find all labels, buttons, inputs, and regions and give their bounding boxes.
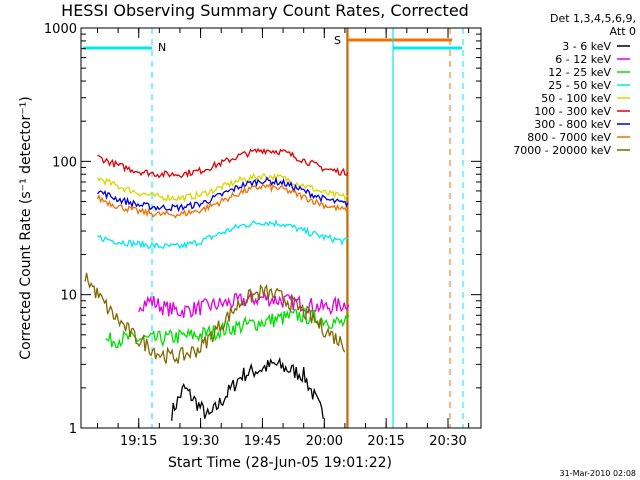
legend-header: Det 1,3,4,5,6,9, bbox=[550, 12, 636, 25]
legend-entry: 25 - 50 keV bbox=[548, 79, 611, 92]
x-tick-label: 19:30 bbox=[182, 434, 219, 449]
flag-label-s: S bbox=[334, 34, 341, 47]
y-axis-label: Corrected Count Rate (s⁻¹ detector⁻¹) bbox=[18, 96, 34, 359]
legend-header: Att 0 bbox=[610, 25, 636, 38]
series-line bbox=[105, 308, 350, 349]
legend-entry: 12 - 25 keV bbox=[548, 66, 611, 79]
series-line bbox=[96, 172, 349, 203]
x-axis: 19:15 19:30 19:45 20:00 20:15 20:30 bbox=[96, 28, 470, 449]
series-line bbox=[96, 176, 349, 213]
chart-title: HESSI Observing Summary Count Rates, Cor… bbox=[61, 1, 469, 20]
legend-entry: 100 - 300 keV bbox=[534, 105, 611, 118]
x-axis-label: Start Time (28-Jun-05 19:01:22) bbox=[168, 455, 392, 471]
series-line bbox=[84, 272, 346, 364]
legend-entry: 6 - 12 keV bbox=[555, 53, 611, 66]
plot-frame bbox=[80, 27, 482, 429]
legend-entry: 300 - 800 keV bbox=[534, 118, 611, 131]
x-tick-label: 20:00 bbox=[306, 434, 343, 449]
legend-entry: 800 - 7000 keV bbox=[527, 131, 611, 144]
y-tick-label: 100 bbox=[52, 155, 77, 170]
series-layer bbox=[84, 147, 350, 421]
data-gap-lines bbox=[151, 28, 464, 428]
legend-entry: 50 - 100 keV bbox=[541, 92, 611, 105]
footer-date: 31-Mar-2010 02:08 bbox=[560, 469, 637, 478]
flag-bars: NS bbox=[83, 34, 462, 54]
legend-entry: 3 - 6 keV bbox=[562, 40, 611, 53]
series-line bbox=[96, 182, 349, 219]
legend-entry: 7000 - 20000 keV bbox=[513, 144, 611, 157]
x-tick-label: 19:45 bbox=[244, 434, 281, 449]
y-tick-label: 10 bbox=[60, 289, 77, 304]
series-line bbox=[171, 356, 324, 421]
x-tick-label: 20:30 bbox=[429, 434, 466, 449]
series-line bbox=[97, 147, 349, 179]
x-tick-label: 19:15 bbox=[120, 434, 157, 449]
series-line bbox=[97, 219, 349, 250]
flag-label-n: N bbox=[158, 41, 166, 54]
y-tick-label: 1 bbox=[69, 422, 77, 437]
y-axis: 1 10 100 1000 bbox=[44, 22, 481, 437]
x-tick-label: 20:15 bbox=[367, 434, 404, 449]
y-tick-label: 1000 bbox=[44, 22, 77, 37]
